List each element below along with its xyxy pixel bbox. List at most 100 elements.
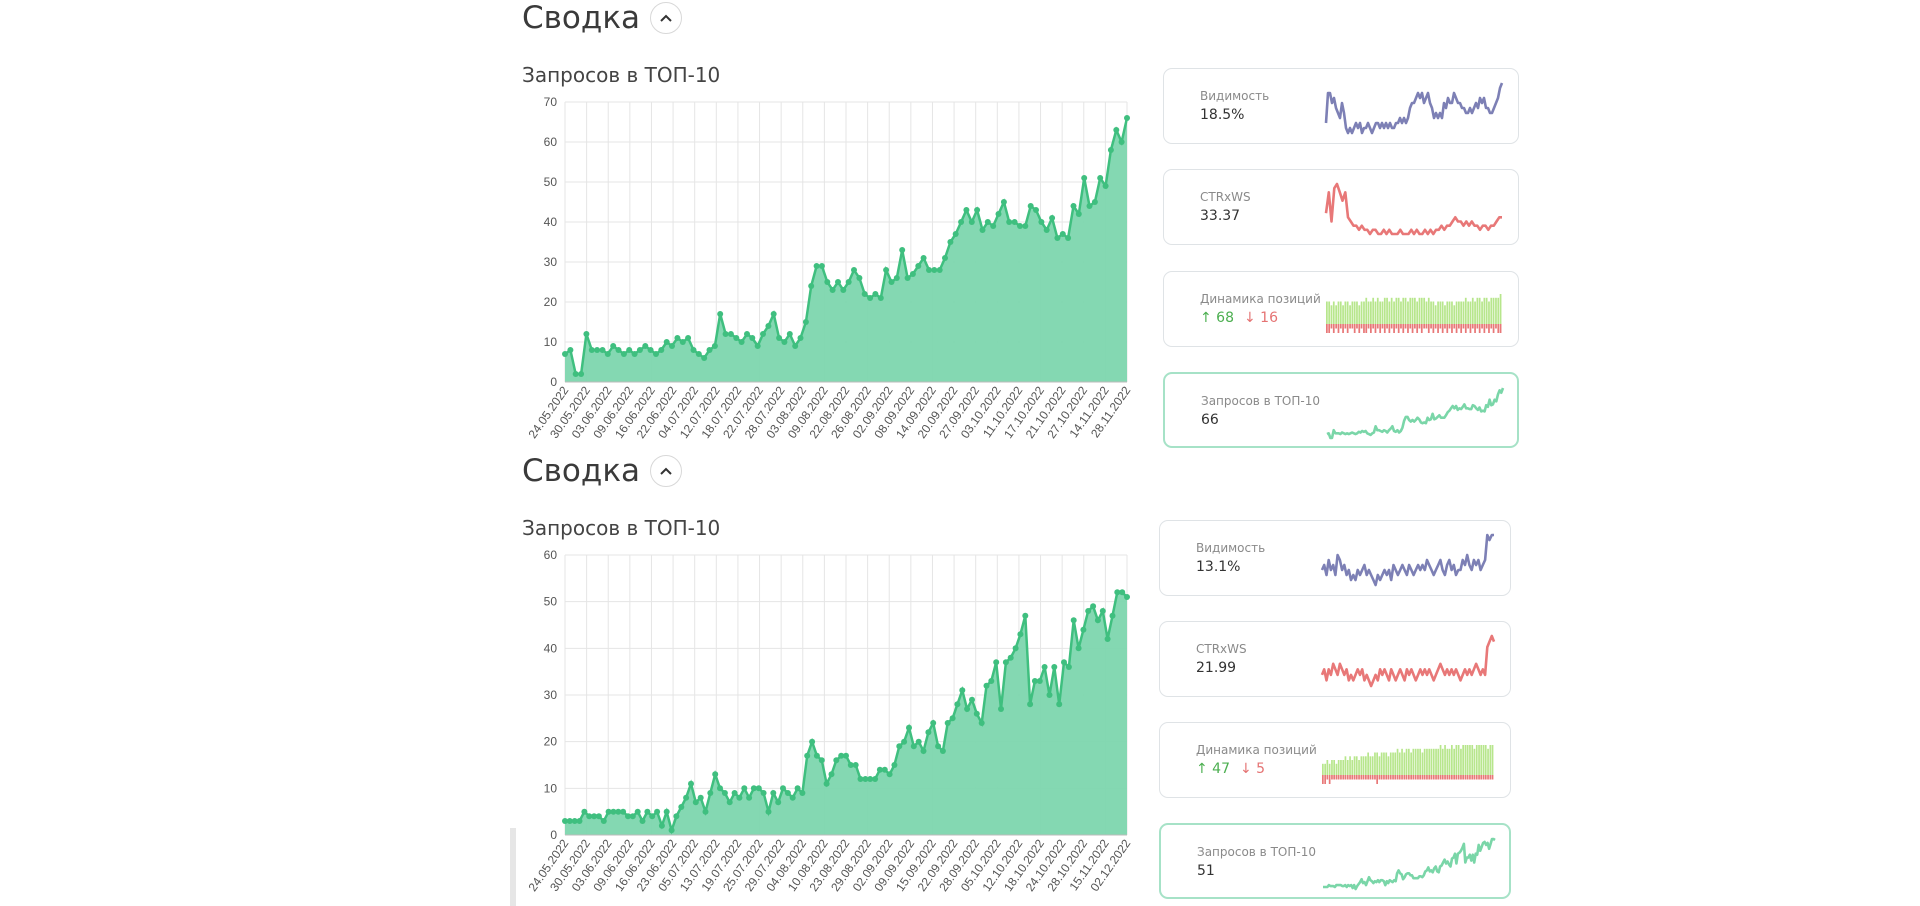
data-point[interactable] xyxy=(835,279,841,285)
data-point[interactable] xyxy=(586,813,593,820)
data-point[interactable] xyxy=(636,347,643,353)
data-point[interactable] xyxy=(877,295,884,301)
data-point[interactable] xyxy=(969,696,975,703)
data-point[interactable] xyxy=(1114,589,1121,596)
data-point[interactable] xyxy=(915,263,922,269)
data-point[interactable] xyxy=(792,343,799,349)
data-point[interactable] xyxy=(668,827,675,834)
data-point[interactable] xyxy=(818,263,825,269)
data-point[interactable] xyxy=(1033,207,1039,213)
data-point[interactable] xyxy=(654,808,661,815)
data-point[interactable] xyxy=(1065,235,1072,241)
data-point[interactable] xyxy=(952,231,959,237)
data-point[interactable] xyxy=(1107,147,1114,153)
data-point[interactable] xyxy=(978,720,985,726)
data-point[interactable] xyxy=(658,347,665,353)
data-point[interactable] xyxy=(1099,608,1106,614)
data-point[interactable] xyxy=(1054,235,1061,241)
data-point[interactable] xyxy=(828,771,835,778)
data-point[interactable] xyxy=(615,808,622,815)
data-point[interactable] xyxy=(1051,664,1058,670)
data-point[interactable] xyxy=(794,785,801,792)
data-point[interactable] xyxy=(663,339,670,345)
data-point[interactable] xyxy=(702,808,709,815)
data-point[interactable] xyxy=(1070,203,1077,209)
data-point[interactable] xyxy=(736,794,743,801)
data-point[interactable] xyxy=(1075,211,1082,217)
data-point[interactable] xyxy=(690,347,697,353)
data-point[interactable] xyxy=(802,319,809,325)
data-point[interactable] xyxy=(947,239,954,245)
data-point[interactable] xyxy=(711,343,718,349)
scrollbar-strip[interactable] xyxy=(510,828,516,906)
data-point[interactable] xyxy=(781,339,788,345)
data-point[interactable] xyxy=(949,715,956,722)
data-point[interactable] xyxy=(867,776,874,782)
data-point[interactable] xyxy=(930,720,937,726)
card-visibility[interactable]: Видимость 18.5% xyxy=(1163,68,1519,144)
data-point[interactable] xyxy=(631,351,638,357)
card-top10[interactable]: Запросов в ТОП-10 51 xyxy=(1159,823,1511,899)
data-point[interactable] xyxy=(1113,127,1120,133)
data-point[interactable] xyxy=(1046,692,1053,698)
data-point[interactable] xyxy=(760,790,767,796)
data-point[interactable] xyxy=(925,729,932,736)
data-point[interactable] xyxy=(920,255,927,261)
data-point[interactable] xyxy=(939,748,946,754)
data-point[interactable] xyxy=(1109,612,1116,619)
data-point[interactable] xyxy=(1031,678,1038,684)
data-point[interactable] xyxy=(625,813,631,820)
data-point[interactable] xyxy=(886,771,893,778)
data-point[interactable] xyxy=(1119,589,1126,596)
card-ctrxws[interactable]: CTRxWS 33.37 xyxy=(1163,169,1519,245)
data-point[interactable] xyxy=(1061,659,1067,666)
data-point[interactable] xyxy=(1056,701,1063,708)
data-point[interactable] xyxy=(823,780,830,787)
data-point[interactable] xyxy=(954,701,961,708)
data-point[interactable] xyxy=(968,219,975,225)
data-point[interactable] xyxy=(881,766,888,773)
data-point[interactable] xyxy=(1017,223,1023,229)
data-point[interactable] xyxy=(942,255,948,261)
data-point[interactable] xyxy=(995,211,1002,217)
data-point[interactable] xyxy=(658,822,665,829)
data-point[interactable] xyxy=(959,687,966,694)
data-point[interactable] xyxy=(979,227,986,233)
data-point[interactable] xyxy=(829,287,836,293)
data-point[interactable] xyxy=(620,808,627,815)
data-point[interactable] xyxy=(604,351,611,357)
data-point[interactable] xyxy=(909,271,916,277)
data-point[interactable] xyxy=(1027,203,1034,209)
data-point[interactable] xyxy=(780,785,786,792)
card-top10[interactable]: Запросов в ТОП-10 66 xyxy=(1163,372,1519,448)
data-point[interactable] xyxy=(588,347,595,353)
data-point[interactable] xyxy=(610,808,617,815)
data-point[interactable] xyxy=(744,331,750,337)
data-point[interactable] xyxy=(974,207,981,213)
data-point[interactable] xyxy=(852,762,859,768)
data-point[interactable] xyxy=(808,283,815,289)
data-point[interactable] xyxy=(685,335,692,341)
data-point[interactable] xyxy=(845,279,852,285)
data-point[interactable] xyxy=(706,347,713,353)
data-point[interactable] xyxy=(1027,701,1034,708)
data-point[interactable] xyxy=(990,223,997,229)
data-point[interactable] xyxy=(583,331,590,337)
data-point[interactable] xyxy=(910,743,917,750)
data-point[interactable] xyxy=(755,785,762,792)
data-point[interactable] xyxy=(1059,231,1066,237)
data-point[interactable] xyxy=(649,813,656,820)
card-positions[interactable]: Динамика позиций ↑ 68 ↓ 16 xyxy=(1163,271,1519,347)
data-point[interactable] xyxy=(1086,203,1093,209)
data-point[interactable] xyxy=(1080,626,1087,633)
data-point[interactable] xyxy=(688,780,694,787)
data-point[interactable] xyxy=(1041,664,1048,670)
data-point[interactable] xyxy=(562,818,568,824)
data-point[interactable] xyxy=(904,275,911,281)
data-point[interactable] xyxy=(944,720,951,726)
data-point[interactable] xyxy=(1011,219,1018,225)
data-point[interactable] xyxy=(733,335,740,341)
data-point[interactable] xyxy=(679,339,686,345)
data-point[interactable] xyxy=(1081,175,1088,181)
data-point[interactable] xyxy=(799,790,806,796)
